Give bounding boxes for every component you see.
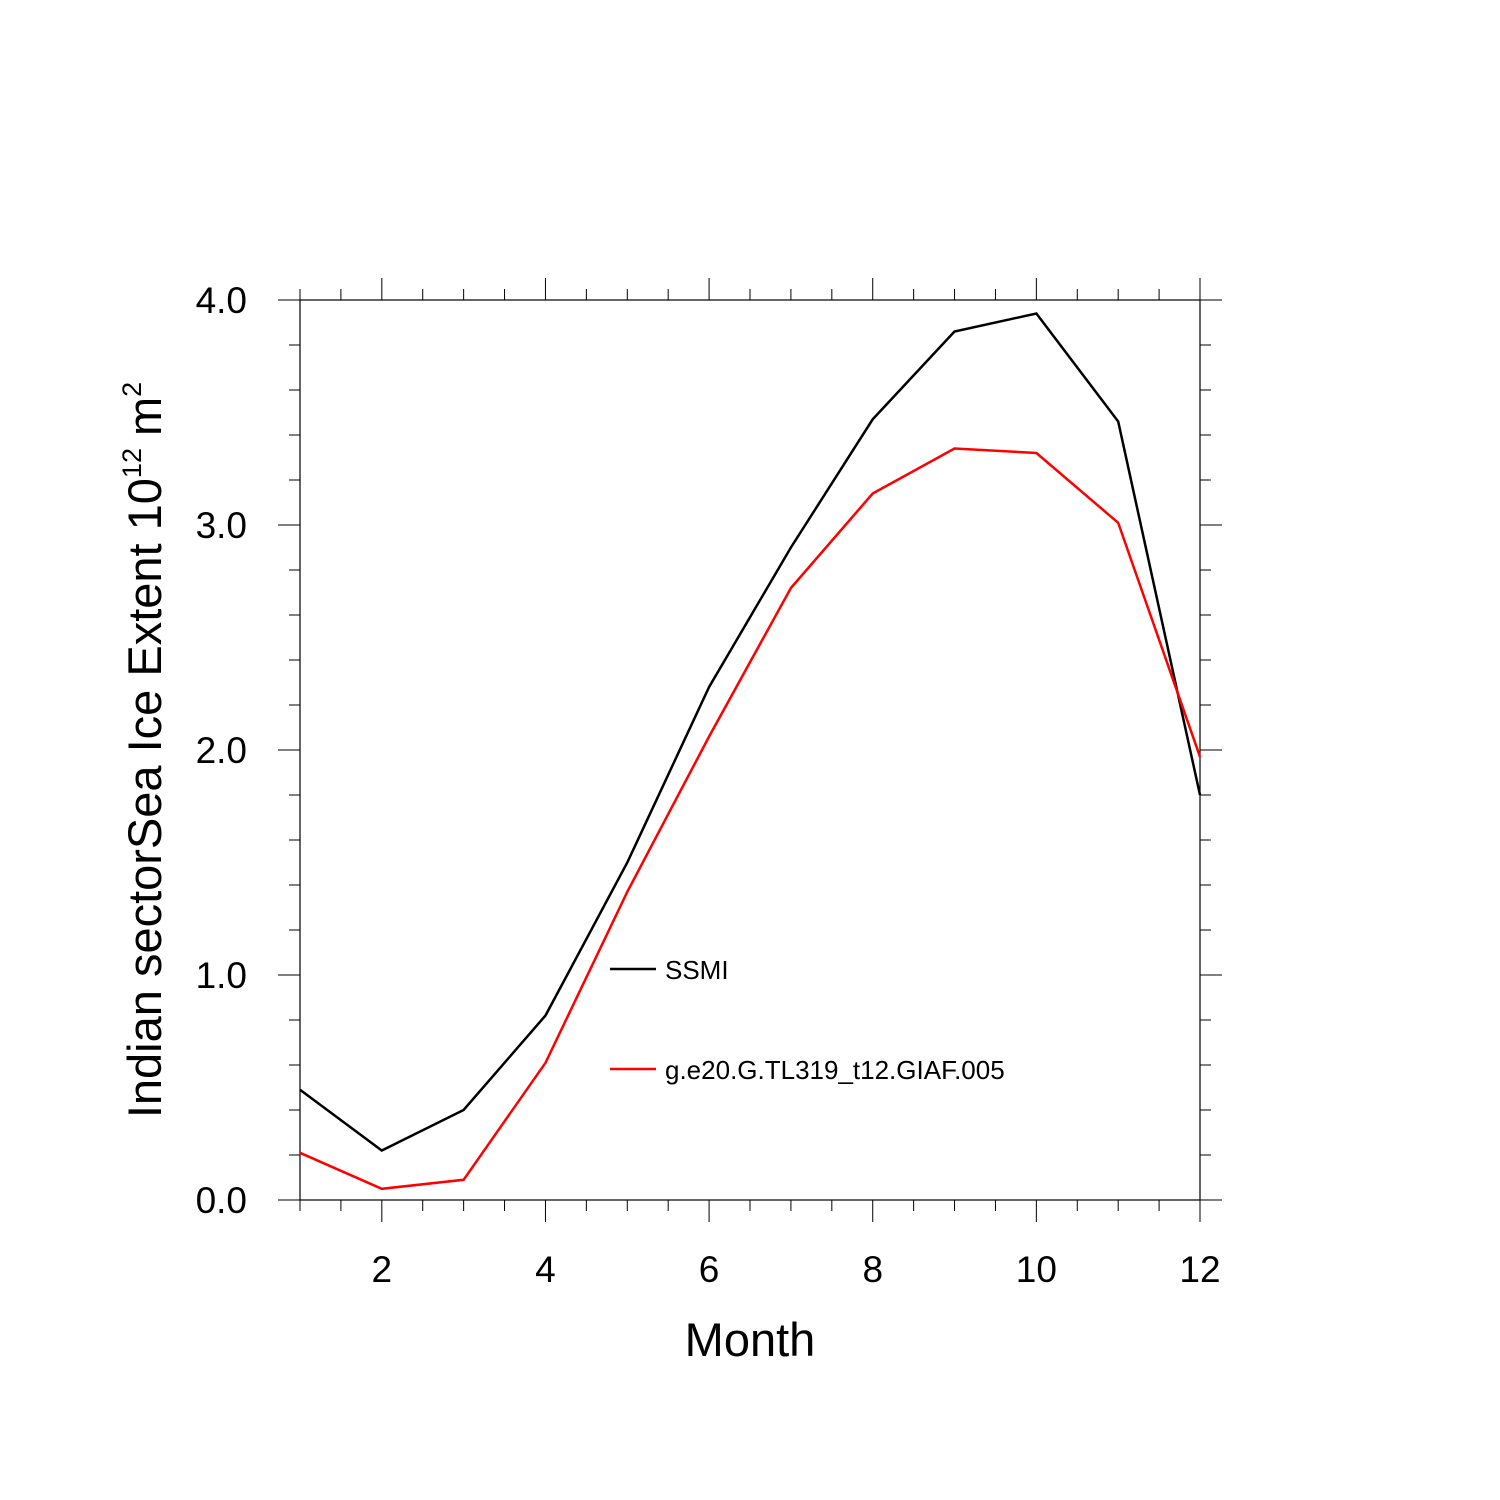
y-axis-title-exponent: 12 bbox=[117, 448, 147, 478]
y-axis-title: Indian sectorSea Ice Extent 1012 m2 bbox=[117, 382, 171, 1118]
y-axis-title-base: Indian sectorSea Ice Extent 10 bbox=[118, 478, 171, 1118]
y-tick-label: 2.0 bbox=[196, 730, 247, 771]
plot-frame bbox=[299, 299, 1201, 1201]
x-tick-label: 2 bbox=[372, 1249, 393, 1290]
x-axis-title: Month bbox=[685, 1313, 816, 1366]
series-line-1 bbox=[299, 447, 1202, 1191]
y-axis-title-unit-exponent: 2 bbox=[117, 382, 147, 397]
axis-ticks bbox=[278, 278, 1222, 1222]
series-lines bbox=[299, 312, 1202, 1191]
x-tick-label: 10 bbox=[1016, 1249, 1057, 1290]
y-tick-label: 0.0 bbox=[196, 1180, 247, 1221]
y-tick-label: 3.0 bbox=[196, 505, 247, 546]
x-tick-label: 8 bbox=[862, 1249, 883, 1290]
x-tick-label: 12 bbox=[1179, 1249, 1220, 1290]
x-tick-labels: 2 4 6 8 10 12 bbox=[372, 1249, 1221, 1290]
series-line-0 bbox=[299, 312, 1202, 1152]
legend-label-model: g.e20.G.TL319_t12.GIAF.005 bbox=[665, 1055, 1005, 1085]
y-axis-title-unit: m bbox=[118, 397, 171, 436]
y-tick-label: 1.0 bbox=[196, 955, 247, 996]
legend-label-ssmi: SSMI bbox=[665, 955, 729, 985]
y-tick-label: 4.0 bbox=[196, 280, 247, 321]
y-tick-labels: 0.0 1.0 2.0 3.0 4.0 bbox=[196, 280, 247, 1221]
x-tick-label: 4 bbox=[535, 1249, 556, 1290]
legend: SSMI g.e20.G.TL319_t12.GIAF.005 bbox=[610, 955, 1005, 1085]
x-tick-label: 6 bbox=[699, 1249, 720, 1290]
